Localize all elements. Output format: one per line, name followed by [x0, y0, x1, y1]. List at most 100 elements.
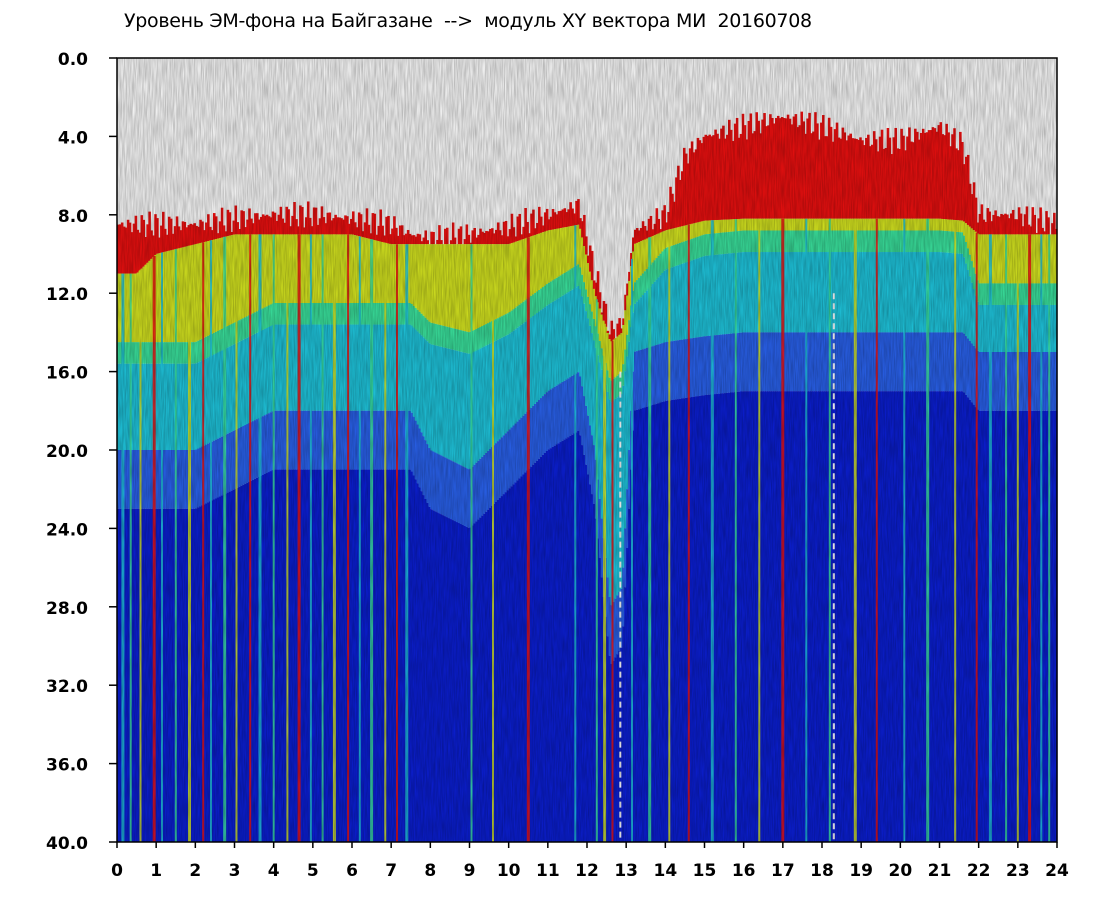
heatmap-cell: [551, 388, 555, 447]
heatmap-cell: [706, 220, 710, 235]
heatmap-cell: [254, 333, 257, 421]
heatmap-cell: [964, 223, 968, 242]
heatmap-cell: [375, 410, 379, 470]
heatmap-cell: [900, 128, 903, 219]
heatmap-cell: [833, 332, 837, 392]
heatmap-cell: [426, 240, 429, 245]
heatmap-cell: [696, 137, 700, 223]
heatmap-cell: [553, 386, 557, 446]
heatmap-cell: [912, 252, 915, 333]
heatmap-cell: [175, 363, 179, 450]
heatmap-cell: [579, 435, 582, 842]
heatmap-cell: [1041, 234, 1044, 284]
heatmap-cell: [682, 339, 686, 399]
heatmap-cell: [884, 252, 888, 333]
heatmap-cell: [179, 508, 183, 842]
heatmap-cell: [465, 331, 469, 354]
heatmap-cell: [870, 332, 874, 392]
heatmap-cell: [167, 216, 171, 251]
heatmap-cell: [410, 325, 414, 413]
heatmap-cell: [810, 230, 813, 253]
x-tick-label: 20: [888, 861, 912, 881]
heatmap-cell: [516, 306, 520, 328]
heatmap-cell: [700, 395, 704, 842]
x-tick-label: 5: [307, 861, 319, 881]
heatmap-cell: [459, 330, 463, 352]
heatmap-cell: [365, 469, 369, 842]
heatmap-cell: [596, 538, 600, 842]
x-tick-label: 22: [967, 861, 991, 881]
heatmap-cell: [373, 240, 377, 303]
heatmap-cell: [835, 230, 839, 253]
heatmap-cell: [632, 237, 635, 252]
heatmap-cell: [489, 343, 492, 450]
heatmap-cell: [1015, 219, 1019, 235]
heatmap-cell: [348, 223, 351, 235]
heatmap-cell: [639, 228, 643, 242]
heatmap-cell: [479, 458, 482, 518]
heatmap-cell: [173, 226, 177, 250]
heatmap-cell: [706, 336, 710, 395]
heatmap-cell: [328, 324, 332, 411]
heatmap-cell: [1000, 304, 1003, 352]
heatmap-cell: [731, 219, 735, 232]
heatmap-cell: [590, 435, 594, 495]
heatmap-cell: [536, 460, 539, 842]
heatmap-cell: [1025, 304, 1029, 352]
heatmap-cell: [534, 234, 537, 293]
heatmap-cell: [447, 459, 451, 519]
heatmap-cell: [982, 219, 986, 235]
heatmap-cell: [540, 288, 543, 311]
heatmap-cell: [164, 450, 167, 509]
heatmap-cell: [344, 324, 347, 411]
heatmap-cell: [144, 264, 147, 343]
heatmap-cell: [635, 301, 639, 352]
heatmap-cell: [532, 315, 535, 406]
heatmap-cell: [463, 352, 467, 468]
heatmap-cell: [489, 228, 492, 245]
heatmap-cell: [755, 218, 758, 231]
heatmap-cell: [820, 122, 823, 219]
heatmap-cell: [553, 229, 557, 280]
heatmap-cell: [949, 252, 952, 333]
heatmap-cell: [888, 391, 892, 842]
heatmap-cell: [540, 232, 543, 289]
heatmap-cell: [481, 515, 484, 842]
heatmap-cell: [921, 128, 925, 219]
heatmap-cell: [571, 375, 574, 435]
heatmap-cell: [888, 230, 892, 253]
heatmap-cell: [494, 501, 498, 842]
heatmap-cell: [961, 232, 964, 254]
heatmap-cell: [675, 244, 678, 266]
heatmap-cell: [481, 326, 484, 348]
heatmap-cell: [344, 410, 347, 470]
heatmap-cell: [538, 458, 541, 842]
heatmap-cell: [449, 349, 453, 461]
heatmap-cell: [618, 334, 621, 375]
heatmap-cell: [410, 471, 414, 842]
heatmap-cell: [929, 130, 933, 219]
heatmap-cell: [947, 252, 950, 333]
heatmap-cell: [228, 346, 232, 433]
heatmap-cell: [528, 233, 531, 237]
heatmap-cell: [179, 342, 183, 364]
heatmap-cell: [397, 244, 400, 303]
heatmap-cell: [432, 323, 435, 345]
heatmap-cell: [205, 222, 208, 242]
heatmap-cell: [665, 247, 668, 270]
heatmap-cell: [583, 246, 586, 283]
heatmap-cell: [203, 445, 206, 505]
heatmap-cell: [641, 221, 645, 241]
heatmap-cell: [516, 421, 520, 481]
heatmap-cell: [169, 342, 173, 364]
heatmap-cell: [919, 391, 923, 842]
heatmap-cell: [808, 332, 811, 392]
heatmap-cell: [377, 303, 381, 325]
heatmap-cell: [440, 455, 443, 515]
heatmap-cell: [532, 235, 535, 295]
heatmap-cell: [587, 474, 590, 842]
heatmap-cell: [506, 334, 510, 432]
heatmap-cell: [563, 380, 567, 440]
heatmap-cell: [269, 326, 273, 413]
heatmap-cell: [994, 210, 997, 235]
